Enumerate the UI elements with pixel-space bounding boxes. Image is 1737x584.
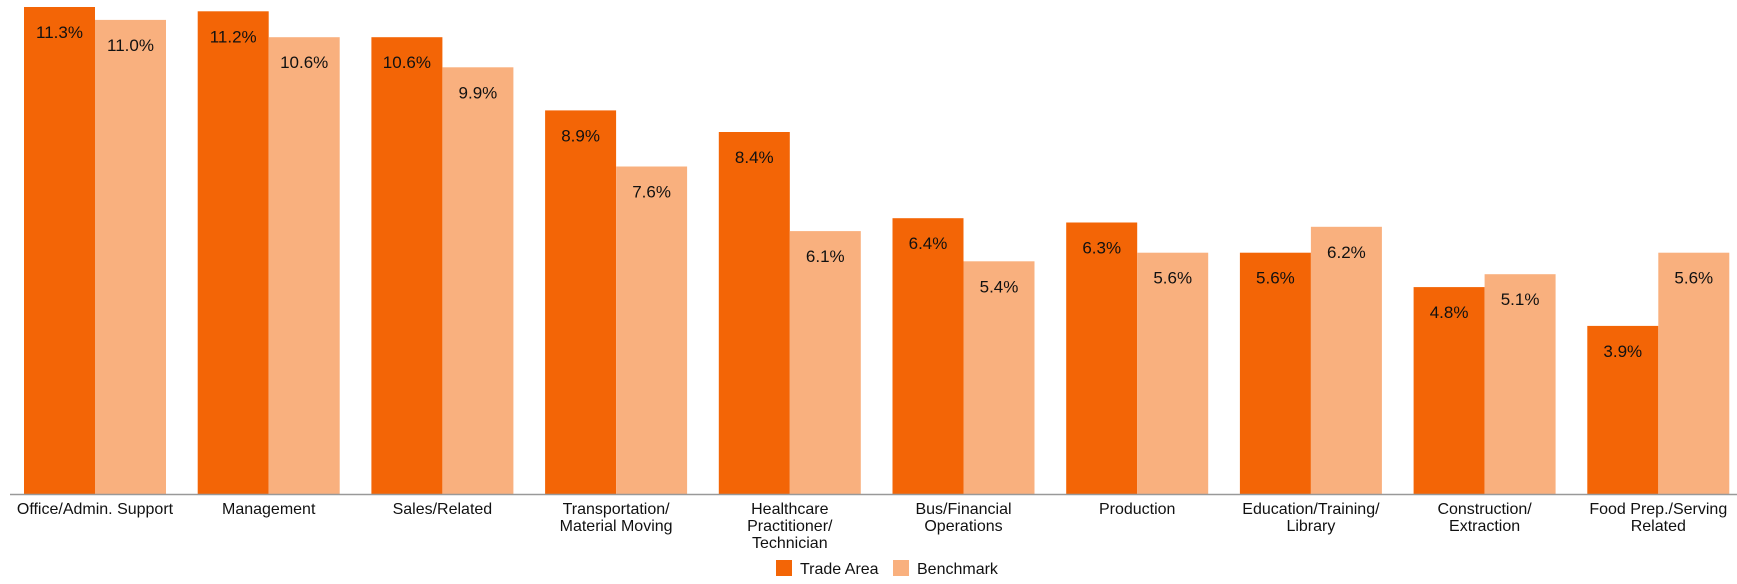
category-label-line: Operations [924, 518, 1002, 535]
bar-trade-area-sales-related [371, 37, 443, 494]
bars-layer [24, 7, 1730, 495]
data-label-benchmark-food-prep-serving-related: 5.6% [1674, 269, 1713, 288]
category-label-line: Education/Training/ [1242, 501, 1380, 518]
data-label-trade-area-bus-financial-operations: 6.4% [909, 234, 948, 253]
data-label-trade-area-sales-related: 10.6% [383, 53, 431, 72]
bar-trade-area-food-prep-serving-related [1587, 325, 1659, 494]
bar-labels-layer: 11.3% 11.0% 11.2% 10.6% 10.6% 9.9% 8.9% 7.6% 8.4… [36, 23, 1713, 361]
category-label-transportation-material-moving: Transportation/Material Moving [560, 501, 673, 535]
category-label-line: Healthcare [751, 501, 828, 518]
category-label-sales-related: Sales/Related [393, 501, 493, 518]
data-label-benchmark-bus-financial-operations: 5.4% [980, 277, 1019, 296]
data-label-trade-area-construction-extraction: 4.8% [1430, 303, 1469, 322]
category-label-construction-extraction: Construction/Extraction [1437, 501, 1532, 535]
category-label-production: Production [1099, 501, 1176, 518]
bar-benchmark-bus-financial-operations [963, 261, 1035, 494]
legend-swatch-trade-area [776, 560, 792, 576]
bar-trade-area-bus-financial-operations [892, 218, 964, 494]
category-label-line: Sales/Related [393, 501, 493, 518]
legend-swatch-benchmark [893, 560, 909, 576]
category-label-line: Transportation/ [563, 501, 671, 518]
bar-benchmark-office-admin-support [95, 19, 166, 495]
data-label-benchmark-construction-extraction: 5.1% [1501, 290, 1540, 309]
category-label-line: Office/Admin. Support [17, 501, 174, 518]
data-label-benchmark-sales-related: 9.9% [459, 83, 498, 102]
bar-benchmark-healthcare-practitioner-technician [789, 231, 861, 494]
category-label-education-training-library: Education/Training/Library [1242, 501, 1380, 535]
bar-trade-area-transportation-material-moving [545, 110, 617, 495]
category-label-management: Management [222, 501, 316, 518]
category-label-line: Extraction [1449, 518, 1520, 535]
legend-label-trade-area: Trade Area [800, 561, 879, 578]
bar-trade-area-healthcare-practitioner-technician [718, 132, 790, 494]
data-label-trade-area-education-training-library: 5.6% [1256, 269, 1295, 288]
bar-trade-area-office-admin-support [24, 7, 95, 494]
category-label-line: Construction/ [1437, 501, 1532, 518]
data-label-benchmark-education-training-library: 6.2% [1327, 243, 1366, 262]
category-label-line: Management [222, 501, 316, 518]
data-label-benchmark-office-admin-support: 11.0% [107, 36, 154, 55]
bar-benchmark-management [268, 37, 340, 494]
data-label-trade-area-management: 11.2% [210, 27, 257, 46]
category-label-line: Bus/Financial [915, 501, 1011, 518]
bar-benchmark-sales-related [442, 67, 514, 495]
category-label-bus-financial-operations: Bus/Financial Operations [915, 501, 1011, 535]
data-label-benchmark-healthcare-practitioner-technician: 6.1% [806, 247, 845, 266]
data-label-trade-area-office-admin-support: 11.3% [36, 23, 83, 42]
category-label-line: Material Moving [560, 518, 673, 535]
data-label-benchmark-transportation-material-moving: 7.6% [632, 183, 671, 202]
data-label-trade-area-healthcare-practitioner-technician: 8.4% [735, 148, 774, 167]
category-label-line: Library [1286, 518, 1335, 535]
category-labels-layer: Office/Admin. Support Management Sales/Rel… [17, 501, 1727, 552]
data-label-trade-area-production: 6.3% [1082, 239, 1121, 258]
legend: Trade Area Benchmark [776, 560, 999, 578]
bar-trade-area-education-training-library [1239, 252, 1311, 494]
bar-trade-area-production [1066, 222, 1138, 494]
bar-benchmark-education-training-library [1310, 226, 1382, 495]
data-label-trade-area-transportation-material-moving: 8.9% [561, 126, 600, 145]
data-label-benchmark-production: 5.6% [1153, 269, 1192, 288]
category-label-office-admin-support: Office/Admin. Support [17, 501, 174, 518]
data-label-trade-area-food-prep-serving-related: 3.9% [1603, 342, 1642, 361]
category-label-healthcare-practitioner-technician: Healthcare Practitioner/Technician [747, 501, 833, 552]
category-label-food-prep-serving-related: Food Prep./Serving Related [1589, 501, 1727, 535]
bar-benchmark-transportation-material-moving [616, 166, 688, 494]
category-label-line: Food Prep./Serving [1589, 501, 1727, 518]
data-label-benchmark-management: 10.6% [280, 53, 328, 72]
bar-benchmark-food-prep-serving-related [1658, 252, 1730, 494]
bar-benchmark-production [1137, 252, 1209, 494]
category-label-line: Technician [752, 535, 828, 552]
legend-label-benchmark: Benchmark [917, 561, 999, 578]
bar-trade-area-management [197, 11, 269, 495]
category-label-line: Related [1631, 518, 1686, 535]
category-label-line: Production [1099, 501, 1176, 518]
bar-benchmark-construction-extraction [1484, 274, 1556, 494]
category-label-line: Practitioner/ [747, 518, 833, 535]
bar-trade-area-construction-extraction [1413, 287, 1485, 494]
